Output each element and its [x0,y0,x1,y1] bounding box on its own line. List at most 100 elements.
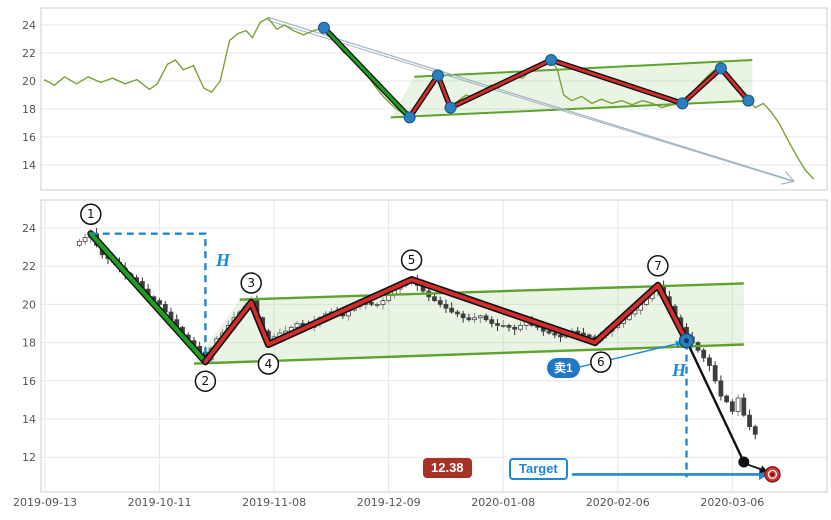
candle [495,323,500,326]
candle [449,307,455,313]
panel-frames [40,7,828,493]
svg-text:20: 20 [22,75,36,88]
wave-circle-4[interactable]: 4 [257,353,280,375]
candle [518,325,523,330]
candle [455,311,460,315]
pivot-dot[interactable] [444,101,457,114]
svg-text:4: 4 [265,357,273,371]
svg-text:2019-10-11: 2019-10-11 [128,496,192,509]
candle [500,325,506,327]
candle [512,326,518,330]
svg-text:7: 7 [654,259,662,273]
candle [558,334,563,338]
candle [747,414,752,428]
svg-text:18: 18 [22,337,36,350]
candle [552,332,558,336]
wave-circle-7[interactable]: 7 [647,255,669,277]
overview-channel-lower [390,99,753,119]
pivot-dot[interactable] [403,111,416,124]
detail-zigzag [203,277,689,364]
svg-text:2020-01-08: 2020-01-08 [471,496,535,509]
candle [374,303,380,306]
candle [546,330,552,334]
detail-channel-fill [193,283,744,364]
wave-circle-5[interactable]: 5 [400,249,423,271]
candle [432,296,437,301]
overview-impulse-segment [322,26,412,119]
svg-text:14: 14 [22,413,36,426]
pivot-dot[interactable] [431,69,444,82]
overview-chart [43,16,815,185]
candle [752,426,758,435]
candle [718,380,724,397]
candle [707,357,712,366]
candle [712,365,718,382]
detail-chart [76,228,758,440]
detail-channel-lower [193,343,744,365]
projection-line [685,340,745,463]
price-target-badge[interactable]: 12.38 [423,458,472,478]
detail-panel-frame [40,199,828,493]
candle [294,323,300,328]
candle [735,397,741,412]
svg-text:20: 20 [22,298,36,311]
candle [82,237,88,242]
candle [586,334,592,338]
candle [437,300,443,305]
candle [472,317,477,321]
projection-dot[interactable] [738,456,750,468]
svg-text:6: 6 [597,355,605,369]
svg-text:2019-11-08: 2019-11-08 [242,496,306,509]
candle [489,319,495,324]
candle [369,302,374,305]
wave-circle-6[interactable]: 6 [590,351,612,373]
pivot-dot[interactable] [742,94,755,107]
candle [460,313,466,319]
pivot-dot[interactable] [317,21,330,34]
candle [76,240,82,246]
svg-text:2019-09-13: 2019-09-13 [13,496,77,509]
wave-circle-2[interactable]: 2 [194,370,217,392]
candle [741,397,747,416]
overview-panel-frame [40,7,828,191]
wave-circle-3[interactable]: 3 [240,272,262,294]
svg-text:24: 24 [22,19,36,32]
svg-text:2: 2 [202,374,210,388]
svg-text:2020-03-06: 2020-03-06 [700,496,764,509]
svg-text:5: 5 [408,253,416,267]
target-badge[interactable]: Target [509,458,568,480]
candle [380,300,386,305]
candle [443,303,449,309]
height-measure-1 [90,232,207,360]
candle [477,315,483,319]
pivot-dot[interactable] [545,54,558,66]
trend-arrow-line [267,16,795,182]
candle [466,317,472,321]
detail-impulse-segment [88,231,208,364]
svg-text:14: 14 [22,159,36,172]
sell-badge[interactable]: 卖1 [547,358,580,378]
candle [701,349,707,359]
pivot-dot[interactable] [676,97,689,110]
svg-text:12: 12 [22,451,36,464]
pivot-dot[interactable] [714,62,727,75]
target-marker[interactable] [764,466,781,483]
svg-text:16: 16 [22,131,36,144]
height-label-2: H [672,360,687,380]
svg-text:24: 24 [22,222,36,235]
chart-annotations: 1 2 3 4 5 6 7 [80,203,781,483]
svg-text:3: 3 [247,276,255,290]
candle [729,401,735,412]
candle [506,325,512,328]
svg-text:2020-02-06: 2020-02-06 [586,496,650,509]
candle [483,315,489,321]
candle [724,395,730,403]
svg-text:16: 16 [22,375,36,388]
candle [157,300,162,305]
svg-text:2019-12-09: 2019-12-09 [357,496,421,509]
gridlines [41,24,827,492]
wave-circle-1[interactable]: 1 [80,203,102,225]
